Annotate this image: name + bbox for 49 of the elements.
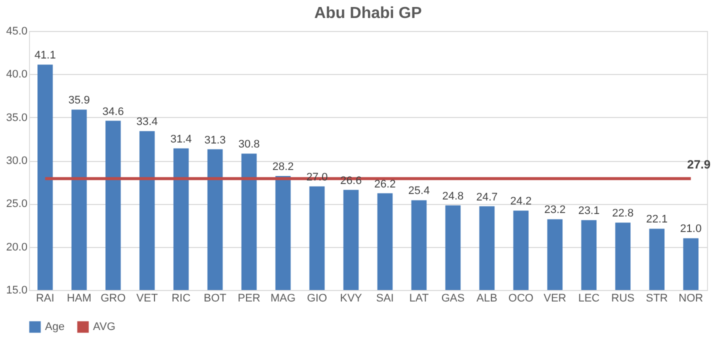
- data-label: 23.1: [578, 205, 600, 218]
- data-label: 28.2: [272, 161, 294, 174]
- y-tick-label: 40.0: [6, 68, 28, 81]
- x-tick-label: LEC: [578, 292, 600, 304]
- x-tick-label: VER: [544, 292, 566, 304]
- x-tick-label: HAM: [66, 292, 92, 304]
- data-label: 30.8: [238, 138, 260, 151]
- data-label: 25.4: [408, 185, 430, 198]
- y-tick-label: 35.0: [6, 112, 28, 124]
- legend-label: Age: [45, 321, 65, 333]
- data-label: 35.9: [68, 94, 90, 107]
- data-label: 22.1: [646, 214, 668, 226]
- x-tick-label: RUS: [611, 292, 635, 304]
- y-tick-label: 30.0: [6, 155, 28, 167]
- data-label: 41.1: [34, 50, 56, 62]
- x-tick-label: OCO: [508, 292, 534, 304]
- data-label: 24.7: [476, 191, 498, 204]
- x-tick-label: PER: [238, 292, 260, 304]
- x-tick-label: VET: [136, 292, 158, 304]
- x-tick-label: BOT: [204, 292, 227, 304]
- data-label: 33.4: [136, 116, 158, 128]
- data-label: 23.2: [544, 204, 566, 216]
- x-tick-label: ALB: [476, 292, 498, 304]
- x-tick-label: GRO: [100, 292, 126, 304]
- x-tick-label: STR: [646, 292, 668, 304]
- x-tick-label: SAI: [376, 292, 394, 304]
- data-label: 31.4: [170, 133, 192, 146]
- data-label: 24.8: [442, 190, 464, 202]
- x-tick-label: RAI: [36, 292, 54, 304]
- data-label: 27.9: [687, 158, 711, 172]
- y-tick-label: 20.0: [6, 241, 28, 254]
- data-label: 31.3: [204, 134, 226, 146]
- y-tick-label: 45.0: [6, 26, 28, 38]
- y-tick-label: 15.0: [6, 284, 28, 296]
- x-tick-label: KVY: [340, 292, 363, 304]
- y-tick-label: 25.0: [6, 198, 28, 210]
- data-label: 21.0: [680, 223, 702, 236]
- x-tick-label: GAS: [441, 292, 465, 304]
- data-label: 34.6: [102, 106, 124, 118]
- x-tick-label: MAG: [270, 292, 296, 304]
- x-tick-label: GIO: [306, 292, 328, 304]
- data-label: 24.2: [510, 196, 532, 208]
- x-tick-label: NOR: [678, 292, 704, 304]
- legend-label: AVG: [93, 321, 116, 333]
- x-tick-label: RIC: [172, 292, 191, 304]
- x-tick-label: LAT: [409, 292, 429, 304]
- chart-title: Abu Dhabi GP: [314, 5, 422, 22]
- data-label: 22.8: [612, 208, 634, 220]
- data-label: 26.2: [374, 178, 396, 190]
